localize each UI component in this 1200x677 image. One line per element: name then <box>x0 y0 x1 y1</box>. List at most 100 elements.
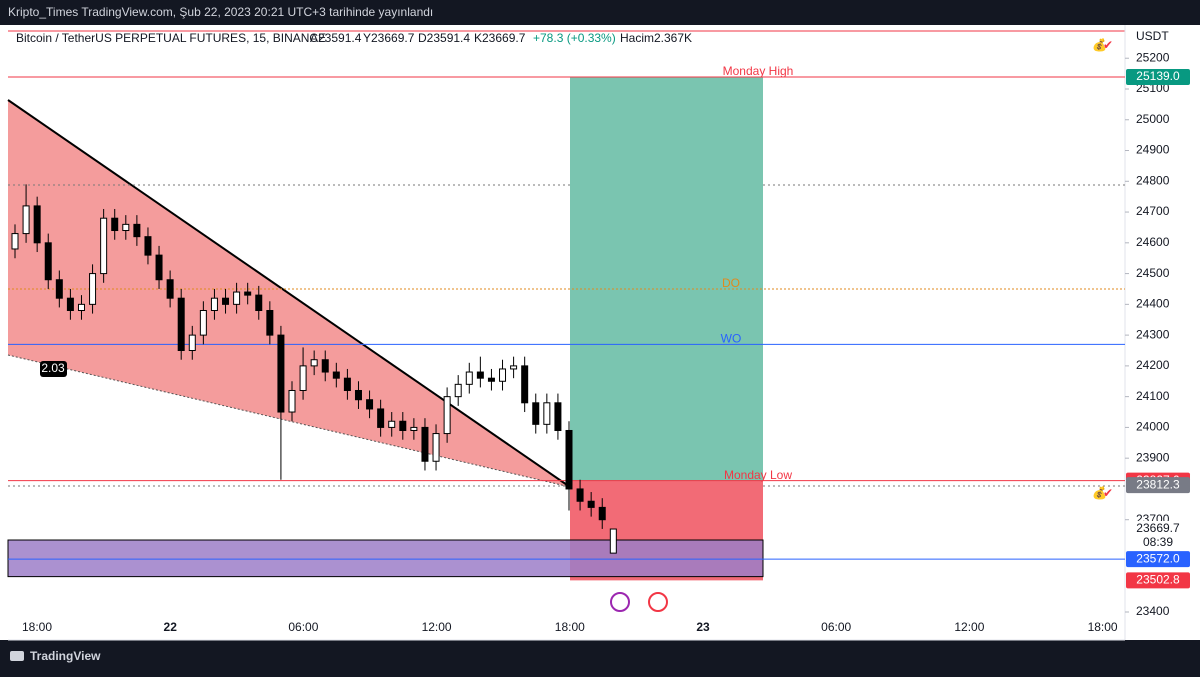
candle-body <box>454 383 462 398</box>
candle-body <box>277 334 285 413</box>
ratio-label: 2.03 <box>41 361 65 375</box>
price-tag <box>1126 521 1190 552</box>
candle-body <box>310 359 318 367</box>
range-box <box>7 539 764 578</box>
legend-item: K23669.7 <box>474 31 526 45</box>
candle-body <box>44 242 52 281</box>
y-tick-label: 24100 <box>1136 389 1170 403</box>
y-tick-label: 23400 <box>1136 604 1170 618</box>
candle-body <box>443 396 451 435</box>
candle-body <box>233 291 241 305</box>
legend-item: D23591.4 <box>418 31 470 45</box>
target-zone <box>570 76 763 481</box>
icon-moneybag: 💰 <box>1092 38 1107 52</box>
candle-body <box>299 365 307 391</box>
price-tag-label: 23669.7 <box>1136 521 1180 535</box>
candle-body <box>532 402 540 425</box>
candle-body <box>22 205 30 235</box>
candle-body <box>410 426 418 431</box>
x-tick-label: 23 <box>696 620 710 634</box>
x-tick-label: 06:00 <box>821 620 851 634</box>
candle-body <box>554 402 562 431</box>
x-tick-label: 18:00 <box>22 620 52 634</box>
symbol-title: Bitcoin / TetherUS PERPETUAL FUTURES, 15… <box>16 31 326 45</box>
y-tick-label: 24800 <box>1136 173 1170 187</box>
candle-body <box>343 377 351 391</box>
icon-check: ✔ <box>1103 486 1113 500</box>
price-tag <box>1126 572 1190 589</box>
y-tick-label: 24700 <box>1136 204 1170 218</box>
event-icon[interactable] <box>610 592 630 612</box>
x-tick-label: 12:00 <box>422 620 452 634</box>
icon-check: ✔ <box>1103 38 1113 52</box>
event-icon[interactable] <box>648 592 668 612</box>
footer <box>0 641 1200 672</box>
y-tick-label: 24500 <box>1136 266 1170 280</box>
candle-body <box>421 426 429 462</box>
brand: TradingView <box>30 649 101 663</box>
candle-body <box>89 273 97 305</box>
candle-body <box>476 371 484 379</box>
price-tag <box>1126 551 1190 568</box>
legend-item: +78.3 (+0.33%) <box>533 31 616 45</box>
y-tick-label: 25000 <box>1136 112 1170 126</box>
candle-body <box>155 254 163 281</box>
candle-body <box>266 310 274 336</box>
legend-item: Hacim2.367K <box>620 31 692 45</box>
y-tick-label: 24900 <box>1136 143 1170 157</box>
candle-body <box>100 217 108 275</box>
candle-body <box>499 368 507 382</box>
wedge-lower <box>7 354 571 488</box>
candle-body <box>199 310 207 336</box>
candle-body <box>366 399 374 410</box>
candle-body <box>188 334 196 351</box>
legend-item: A23591.4 <box>310 31 362 45</box>
x-tick-label: 22 <box>164 620 178 634</box>
y-tick-label: 25200 <box>1136 50 1170 64</box>
price-tag <box>1126 477 1190 494</box>
candle-body <box>587 500 595 508</box>
y-tick-label: 24400 <box>1136 297 1170 311</box>
y-tick-label: 24600 <box>1136 235 1170 249</box>
y-tick-label: 23900 <box>1136 450 1170 464</box>
x-tick-label: 18:00 <box>555 620 585 634</box>
level-label: WO <box>721 332 742 346</box>
candle-body <box>432 433 440 462</box>
x-tick-label: 12:00 <box>954 620 984 634</box>
price-tag <box>1126 68 1190 85</box>
candle-body <box>177 297 185 351</box>
price-tag-label: 23572.0 <box>1136 551 1180 565</box>
y-tick-label: 24000 <box>1136 420 1170 434</box>
level-label: Monday Low <box>724 468 792 482</box>
candle-body <box>144 236 152 256</box>
level-label: Monday High <box>723 64 794 78</box>
candle-body <box>55 279 63 299</box>
candle-body <box>510 365 518 370</box>
candle-body <box>487 377 495 382</box>
candle-body <box>598 506 606 521</box>
wedge-upper <box>7 99 571 488</box>
y-tick-label: 24300 <box>1136 327 1170 341</box>
price-tag-label: 23502.8 <box>1136 573 1180 587</box>
candle-body <box>521 365 529 404</box>
candle-body <box>33 205 41 244</box>
candle-body <box>465 371 473 385</box>
ratio-badge <box>40 361 67 377</box>
candle-body <box>288 389 296 413</box>
candle-body <box>565 429 573 490</box>
candle-body <box>321 359 329 373</box>
icon-moneybag: 💰 <box>1092 486 1107 500</box>
candle-body <box>77 303 85 312</box>
legend-item: Y23669.7 <box>363 31 415 45</box>
candle-body <box>399 420 407 431</box>
candle-body <box>222 297 230 305</box>
logo-icon <box>10 651 24 661</box>
candle-body <box>388 420 396 428</box>
candle-body <box>66 297 74 312</box>
header-text: Kripto_Times TradingView.com, Şub 22, 20… <box>8 5 433 19</box>
candle-body <box>377 408 385 428</box>
candle-body <box>332 371 340 379</box>
candle-body <box>255 294 263 312</box>
